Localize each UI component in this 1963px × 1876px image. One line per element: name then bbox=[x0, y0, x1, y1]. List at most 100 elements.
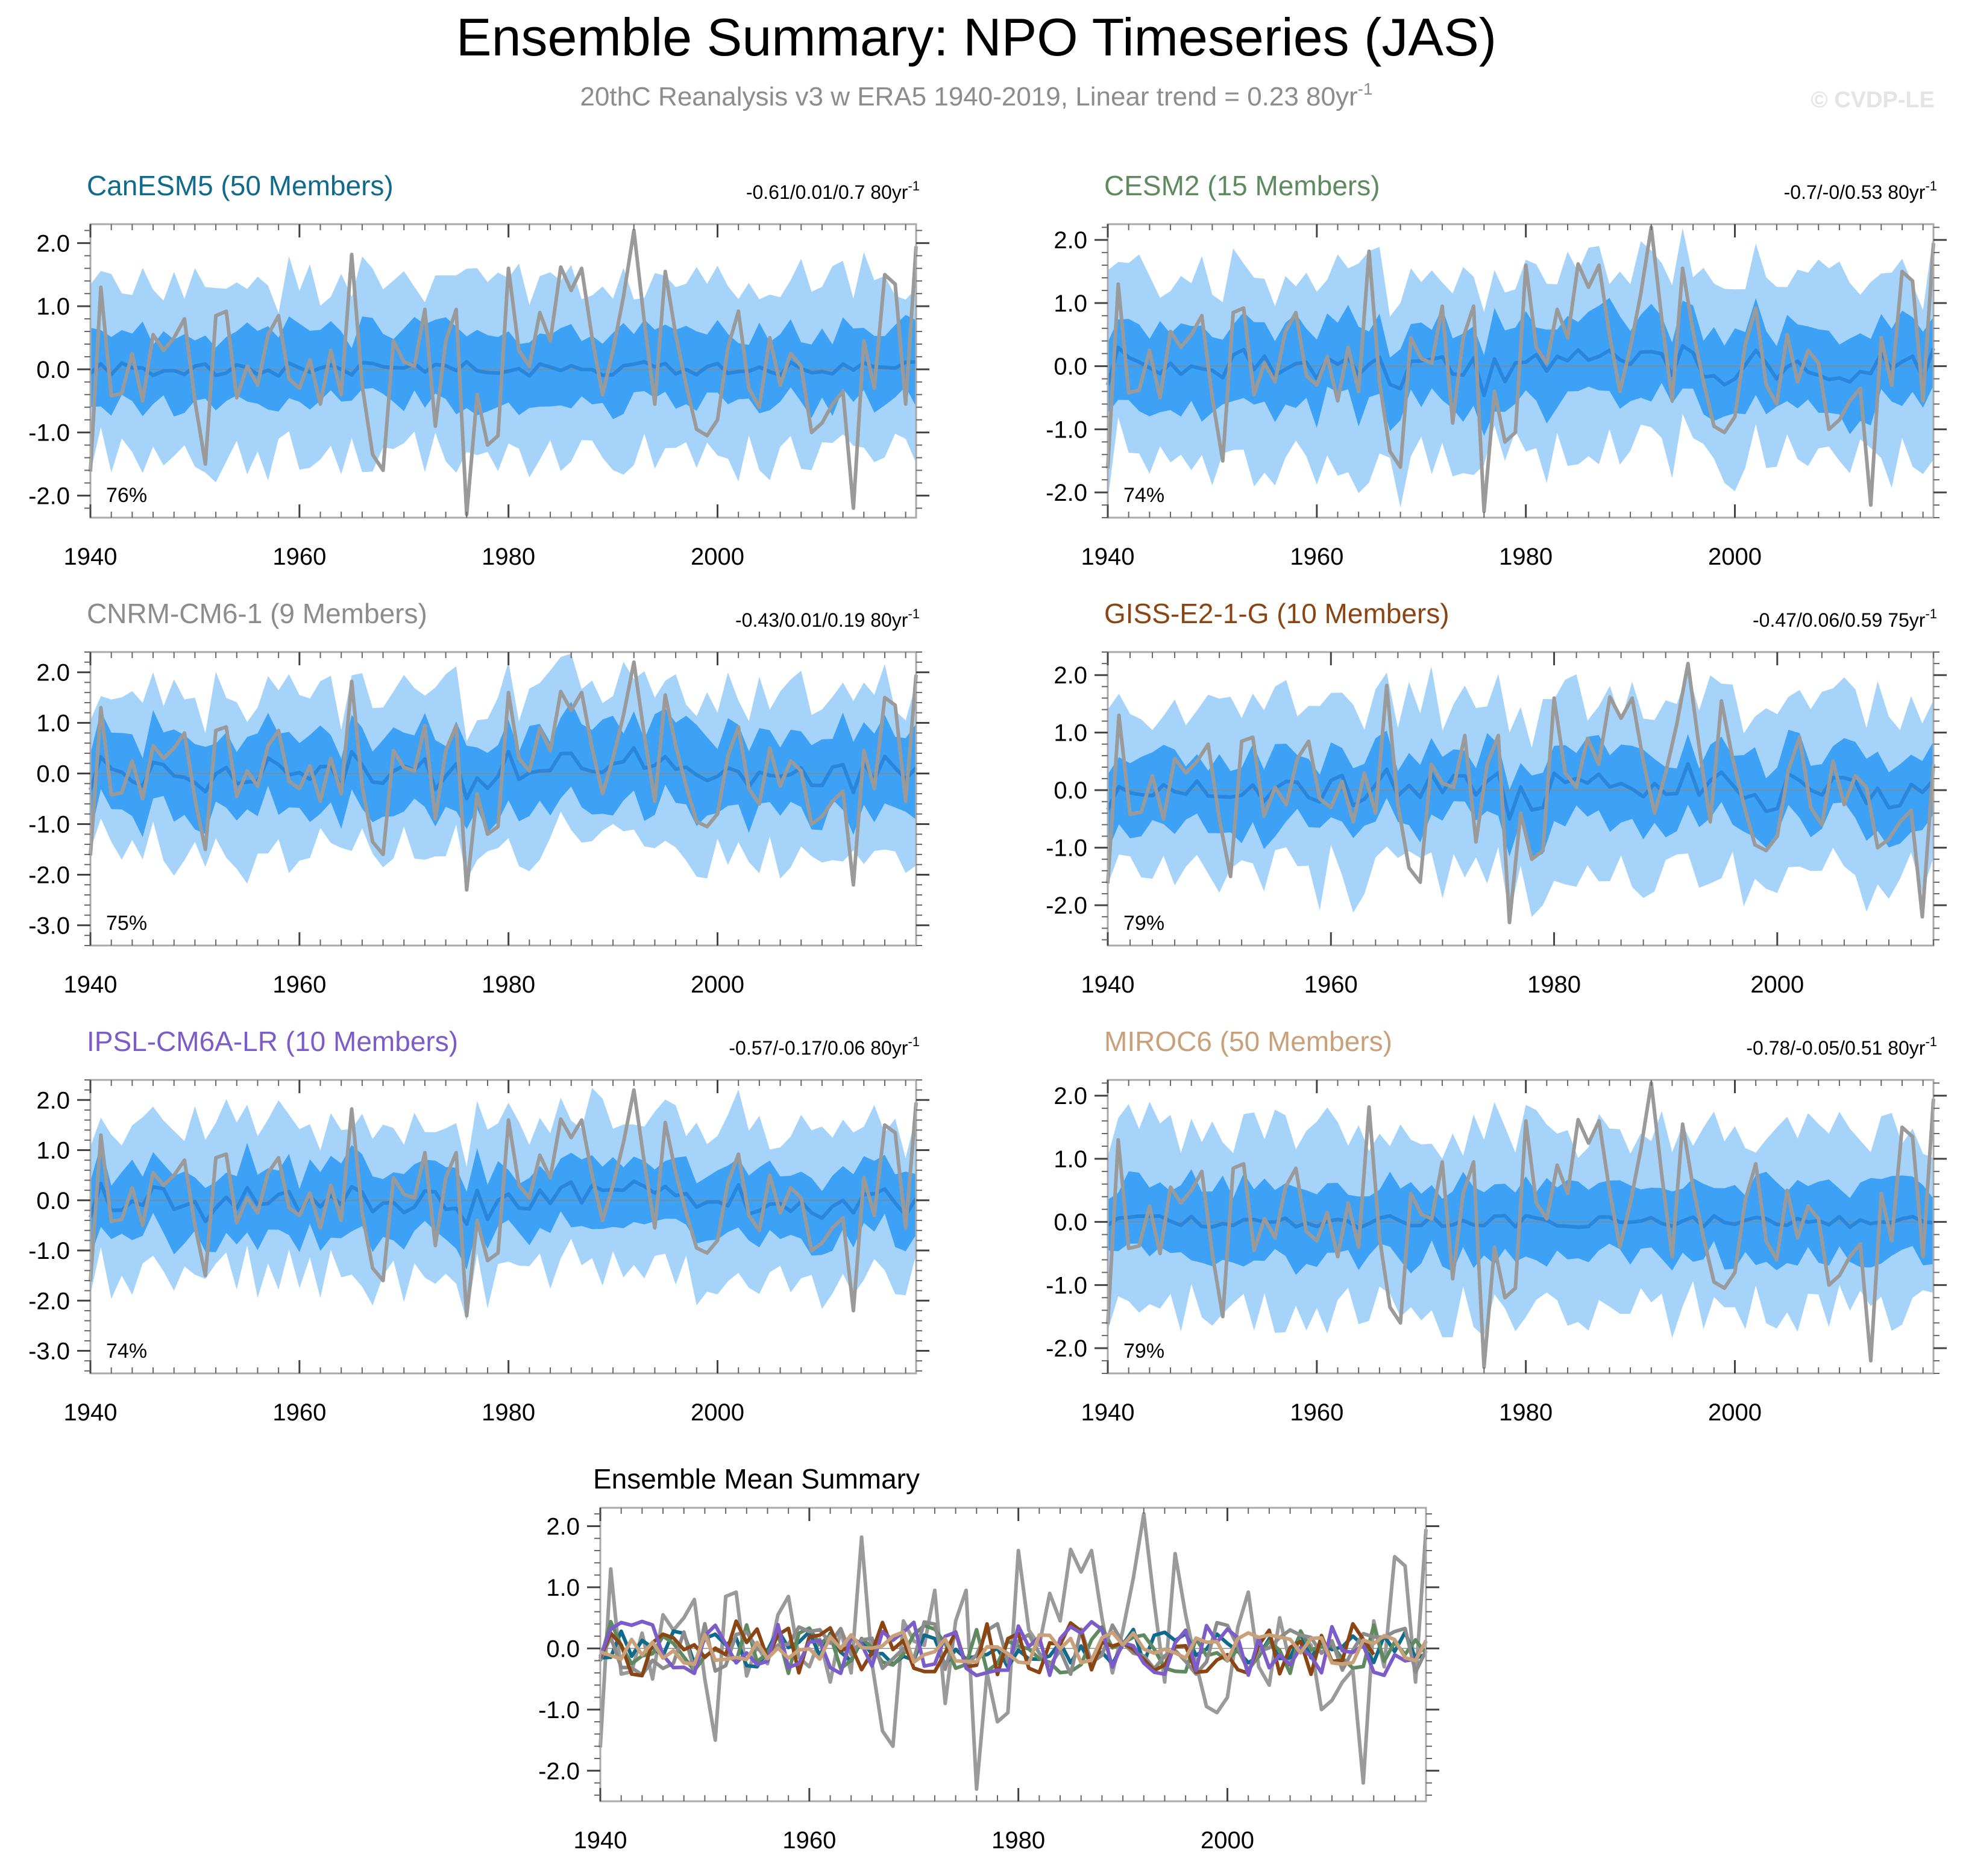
panel-trend-text: -0.47/0.06/0.59 75yr bbox=[1753, 609, 1926, 631]
panel-x-tick-label: 1980 bbox=[482, 1399, 535, 1426]
observed-line bbox=[89, 228, 918, 516]
plot-frame bbox=[1107, 223, 1935, 519]
panels-layer: CanESM5 (50 Members) -0.61/0.01/0.7 80yr-… bbox=[28, 170, 1947, 1426]
panel-y-tick-label: 0.0 bbox=[36, 357, 70, 383]
panel-y-tick-label: -1.0 bbox=[28, 1238, 70, 1264]
summary-y-tick-label: 2.0 bbox=[546, 1513, 580, 1540]
observed-line bbox=[1106, 662, 1935, 924]
inner-spread-band bbox=[1108, 730, 1933, 858]
panel-title: CNRM-CM6-1 (9 Members) bbox=[87, 598, 427, 629]
subtitle-sup: -1 bbox=[1358, 80, 1373, 98]
panel-title: GISS-E2-1-G (10 Members) bbox=[1104, 598, 1449, 629]
panel-ipsl-cm6a-lr: IPSL-CM6A-LR (10 Members) -0.57/-0.17/0.0… bbox=[28, 1026, 929, 1426]
observed-line bbox=[89, 660, 918, 892]
summary-x-tick-label: 2000 bbox=[1201, 1827, 1254, 1854]
panel-y-tick-label: -2.0 bbox=[1046, 480, 1087, 506]
panel-trend: -0.61/0.01/0.7 80yr-1 bbox=[746, 178, 920, 203]
panel-trend-sup: -1 bbox=[908, 178, 920, 193]
panel-trend: -0.47/0.06/0.59 75yr-1 bbox=[1753, 606, 1937, 631]
panel-y-tick-label: 2.0 bbox=[36, 1087, 70, 1114]
panel-x-tick-label: 1940 bbox=[1081, 544, 1135, 570]
panel-trend-text: -0.57/-0.17/0.06 80yr bbox=[729, 1037, 908, 1059]
panel-trend-sup: -1 bbox=[1925, 178, 1937, 193]
panel-y-tick-label: -1.0 bbox=[1046, 835, 1087, 862]
plot-frame bbox=[89, 651, 917, 947]
subtitle-text: 20thC Reanalysis v3 w ERA5 1940-2019, Li… bbox=[580, 82, 1357, 111]
panel-trend-sup: -1 bbox=[908, 1034, 920, 1049]
panel-title: CESM2 (15 Members) bbox=[1104, 170, 1380, 201]
summary-y-tick-label: -2.0 bbox=[538, 1758, 580, 1784]
panel-x-tick-label: 1980 bbox=[1499, 544, 1553, 570]
panel-title: MIROC6 (50 Members) bbox=[1104, 1026, 1392, 1057]
panel-x-tick-label: 1940 bbox=[1081, 971, 1135, 998]
panel-title: CanESM5 (50 Members) bbox=[87, 170, 394, 201]
subtitle: 20thC Reanalysis v3 w ERA5 1940-2019, Li… bbox=[580, 80, 1372, 111]
panel-giss-e2-1-g: GISS-E2-1-G (10 Members) -0.47/0.06/0.59 … bbox=[1046, 598, 1947, 998]
panel-cesm2: CESM2 (15 Members) -0.7/-0/0.53 80yr-1 194… bbox=[1046, 170, 1947, 570]
panel-y-tick-label: 0.0 bbox=[36, 1188, 70, 1214]
panel-trend: -0.43/0.01/0.19 80yr-1 bbox=[735, 606, 920, 631]
panel-y-tick-label: 1.0 bbox=[1054, 720, 1087, 747]
plot-frame bbox=[1107, 651, 1935, 947]
panel-y-tick-label: -1.0 bbox=[28, 420, 70, 447]
panel-x-tick-label: 2000 bbox=[691, 971, 744, 998]
panel-x-tick-label: 1980 bbox=[482, 971, 535, 998]
panel-x-tick-label: 1940 bbox=[64, 971, 118, 998]
watermark: © CVDP-LE bbox=[1811, 87, 1935, 113]
panel-x-tick-label: 1980 bbox=[1499, 1399, 1553, 1426]
plot-frame bbox=[1107, 1079, 1935, 1375]
pattern-correlation-label: 79% bbox=[1123, 912, 1164, 935]
panel-trend-text: -0.61/0.01/0.7 80yr bbox=[746, 181, 908, 203]
panel-y-tick-label: -3.0 bbox=[28, 1338, 70, 1365]
pattern-correlation-label: 75% bbox=[106, 912, 147, 935]
observed-line bbox=[1106, 225, 1935, 513]
summary-x-tick-label: 1980 bbox=[991, 1827, 1045, 1854]
panel-y-tick-label: -2.0 bbox=[1046, 1335, 1087, 1362]
plot-frame bbox=[89, 1079, 917, 1375]
panel-y-tick-label: 0.0 bbox=[36, 761, 70, 788]
panel-y-tick-label: -2.0 bbox=[28, 483, 70, 509]
summary-line-giss-e2-1-g bbox=[598, 1619, 1375, 1678]
panel-y-tick-label: -1.0 bbox=[1046, 416, 1087, 443]
summary-y-tick-label: 0.0 bbox=[546, 1636, 580, 1662]
panel-miroc6: MIROC6 (50 Members) -0.78/-0.05/0.51 80yr… bbox=[1046, 1026, 1947, 1426]
panel-x-tick-label: 2000 bbox=[1708, 1399, 1762, 1426]
panel-y-tick-label: 1.0 bbox=[36, 1138, 70, 1164]
panel-trend-text: -0.7/-0/0.53 80yr bbox=[1784, 181, 1926, 203]
panel-y-tick-label: -2.0 bbox=[1046, 893, 1087, 919]
panel-x-tick-label: 2000 bbox=[691, 544, 744, 570]
summary-y-tick-label: 1.0 bbox=[546, 1575, 580, 1601]
summary-line-ipsl-cm6a-lr bbox=[598, 1619, 1428, 1678]
plot-frame bbox=[89, 223, 917, 519]
pattern-correlation-label: 74% bbox=[1123, 484, 1164, 507]
panel-trend: -0.78/-0.05/0.51 80yr-1 bbox=[1746, 1034, 1937, 1059]
panel-x-tick-label: 2000 bbox=[1708, 544, 1762, 570]
panel-x-tick-label: 1980 bbox=[1527, 971, 1581, 998]
observed-line bbox=[89, 1088, 918, 1318]
panel-x-tick-label: 1940 bbox=[64, 1399, 118, 1426]
panel-cnrm-cm6-1: CNRM-CM6-1 (9 Members) -0.43/0.01/0.19 80… bbox=[28, 598, 929, 998]
panel-y-tick-label: 0.0 bbox=[1054, 777, 1087, 804]
panel-x-tick-label: 1960 bbox=[1290, 544, 1343, 570]
summary-frame bbox=[599, 1507, 1427, 1802]
panel-x-tick-label: 1960 bbox=[272, 544, 326, 570]
pattern-correlation-label: 79% bbox=[1123, 1340, 1164, 1363]
panel-y-tick-label: 2.0 bbox=[36, 660, 70, 686]
panel-y-tick-label: 2.0 bbox=[1054, 1083, 1087, 1109]
panel-trend-sup: -1 bbox=[1925, 606, 1937, 621]
panel-trend-text: -0.78/-0.05/0.51 80yr bbox=[1746, 1037, 1925, 1059]
panel-canesm5: CanESM5 (50 Members) -0.61/0.01/0.7 80yr-… bbox=[28, 170, 929, 570]
observed-line bbox=[1106, 1081, 1935, 1369]
panel-y-tick-label: 0.0 bbox=[1054, 1209, 1087, 1236]
panel-x-tick-label: 2000 bbox=[1750, 971, 1804, 998]
summary-x-tick-label: 1960 bbox=[782, 1827, 836, 1854]
ensemble-mean-line bbox=[1106, 762, 1935, 821]
summary-x-tick-label: 1940 bbox=[574, 1827, 627, 1854]
panel-y-tick-label: 1.0 bbox=[1054, 1146, 1087, 1173]
panel-x-tick-label: 1960 bbox=[272, 971, 326, 998]
pattern-correlation-label: 74% bbox=[106, 1340, 147, 1363]
summary-line-miroc6 bbox=[600, 1630, 1428, 1666]
panel-y-tick-label: 1.0 bbox=[36, 293, 70, 320]
pattern-correlation-label: 76% bbox=[106, 484, 147, 507]
